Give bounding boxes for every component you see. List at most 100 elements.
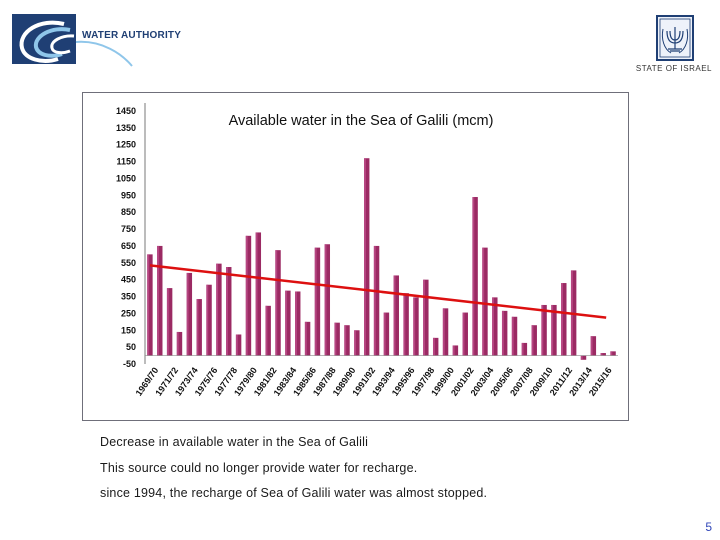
bar-22 [364,158,370,356]
bar-19 [334,322,340,356]
water-authority-logo [12,14,133,67]
bar-35 [492,297,498,356]
bar-20 [344,325,350,356]
bar-highlight-24 [383,312,386,356]
caption-line-2: This source could no longer provide wate… [100,461,418,475]
bar-highlight-10 [245,235,248,356]
bar-highlight-25 [393,275,396,356]
bar-26 [403,293,409,356]
bar-17 [314,247,321,356]
bar-highlight-17 [314,247,317,356]
caption-line-1: Decrease in available water in the Sea o… [100,435,369,449]
bar-40 [541,304,547,356]
bar-8 [226,267,232,356]
bar-32 [462,312,468,356]
bar-13 [275,250,281,356]
bar-highlight-3 [176,331,179,356]
y-tick-label-5: 950 [121,190,136,200]
bar-highlight-36 [501,310,504,356]
bar-44 [580,355,587,360]
bar-23 [373,245,380,356]
plot-area [145,103,620,364]
sea-of-galili-chart: 1450 1350 1250 1150 1050 950 850 750 650 550 450 35… [116,103,620,398]
bar-highlight-15 [295,291,297,356]
logo-text: WATER AUTHORITY [82,30,182,41]
bar-highlight-16 [304,321,307,356]
y-tick-label-8: 650 [121,241,136,251]
bar-highlight-31 [452,345,455,356]
bar-highlight-9 [235,334,238,356]
y-tick-label-14: 50 [126,342,136,352]
bar-highlight-2 [166,288,169,356]
bar-0 [147,254,153,356]
bar-12 [265,305,271,356]
bar-highlight-33 [472,197,475,356]
bar-5 [196,299,202,356]
trend-line [149,264,607,319]
bar-46 [600,353,606,356]
y-tick-label-10: 450 [121,275,136,285]
bar-highlight-23 [373,245,376,356]
bar-highlight-1 [157,245,159,356]
chart-frame: 1450 1350 1250 1150 1050 950 850 750 650 550 450 35… [82,92,629,421]
bar-24 [383,312,390,356]
y-tick-label-4: 1050 [116,173,136,183]
bar-34 [482,247,488,356]
bar-highlight-35 [492,297,495,356]
bar-highlight-28 [423,279,426,356]
bar-highlight-41 [551,304,554,356]
bar-highlight-46 [600,353,603,356]
bar-highlight-26 [403,293,406,356]
bar-9 [235,334,242,356]
bar-7 [216,263,222,356]
bar-36 [501,310,508,356]
bar-highlight-30 [442,308,445,356]
bar-highlight-14 [285,290,288,356]
bar-highlight-42 [561,283,563,356]
bar-14 [285,290,291,356]
bar-11 [255,232,262,356]
bar-highlight-7 [216,263,219,356]
bar-highlight-20 [344,325,347,356]
bar-highlight-11 [255,232,258,356]
bar-2 [166,288,173,356]
bar-3 [176,331,183,356]
y-tick-label-11: 350 [121,292,136,302]
bar-highlight-47 [610,351,613,356]
bar-30 [442,308,449,356]
chart-title: Available water in the Sea of Galili (mc… [229,113,494,129]
bar-highlight-8 [226,267,228,356]
bar-highlight-45 [590,336,593,356]
israel-emblem-icon [656,15,694,61]
bar-highlight-34 [482,247,485,356]
bar-47 [610,351,616,356]
y-tick-label-13: 150 [121,325,136,335]
bar-37 [511,316,518,356]
bar-highlight-6 [206,284,209,356]
bar-28 [423,279,429,356]
bar-highlight-4 [186,272,189,356]
y-tick-label-1: 1350 [116,123,136,133]
bar-highlight-18 [324,244,327,356]
bar-6 [206,284,212,356]
bar-highlight-21 [354,330,357,356]
bar-39 [531,325,537,356]
bar-4 [186,272,193,356]
bar-16 [304,321,311,356]
bar-27 [413,297,419,356]
y-tick-label-3: 1150 [116,157,136,167]
bar-41 [551,304,557,356]
bar-33 [472,197,478,356]
bar-31 [452,345,459,356]
bar-25 [393,275,399,356]
y-tick-label-0: 1450 [116,106,136,116]
page-number: 5 [705,520,712,534]
bar-highlight-19 [334,322,337,356]
bar-highlight-22 [364,158,366,356]
bar-18 [324,244,331,356]
bar-38 [521,342,528,356]
y-tick-label-15: -50 [123,359,136,369]
bar-10 [245,235,252,356]
y-tick-label-7: 750 [121,224,136,234]
bar-highlight-44 [580,355,583,360]
